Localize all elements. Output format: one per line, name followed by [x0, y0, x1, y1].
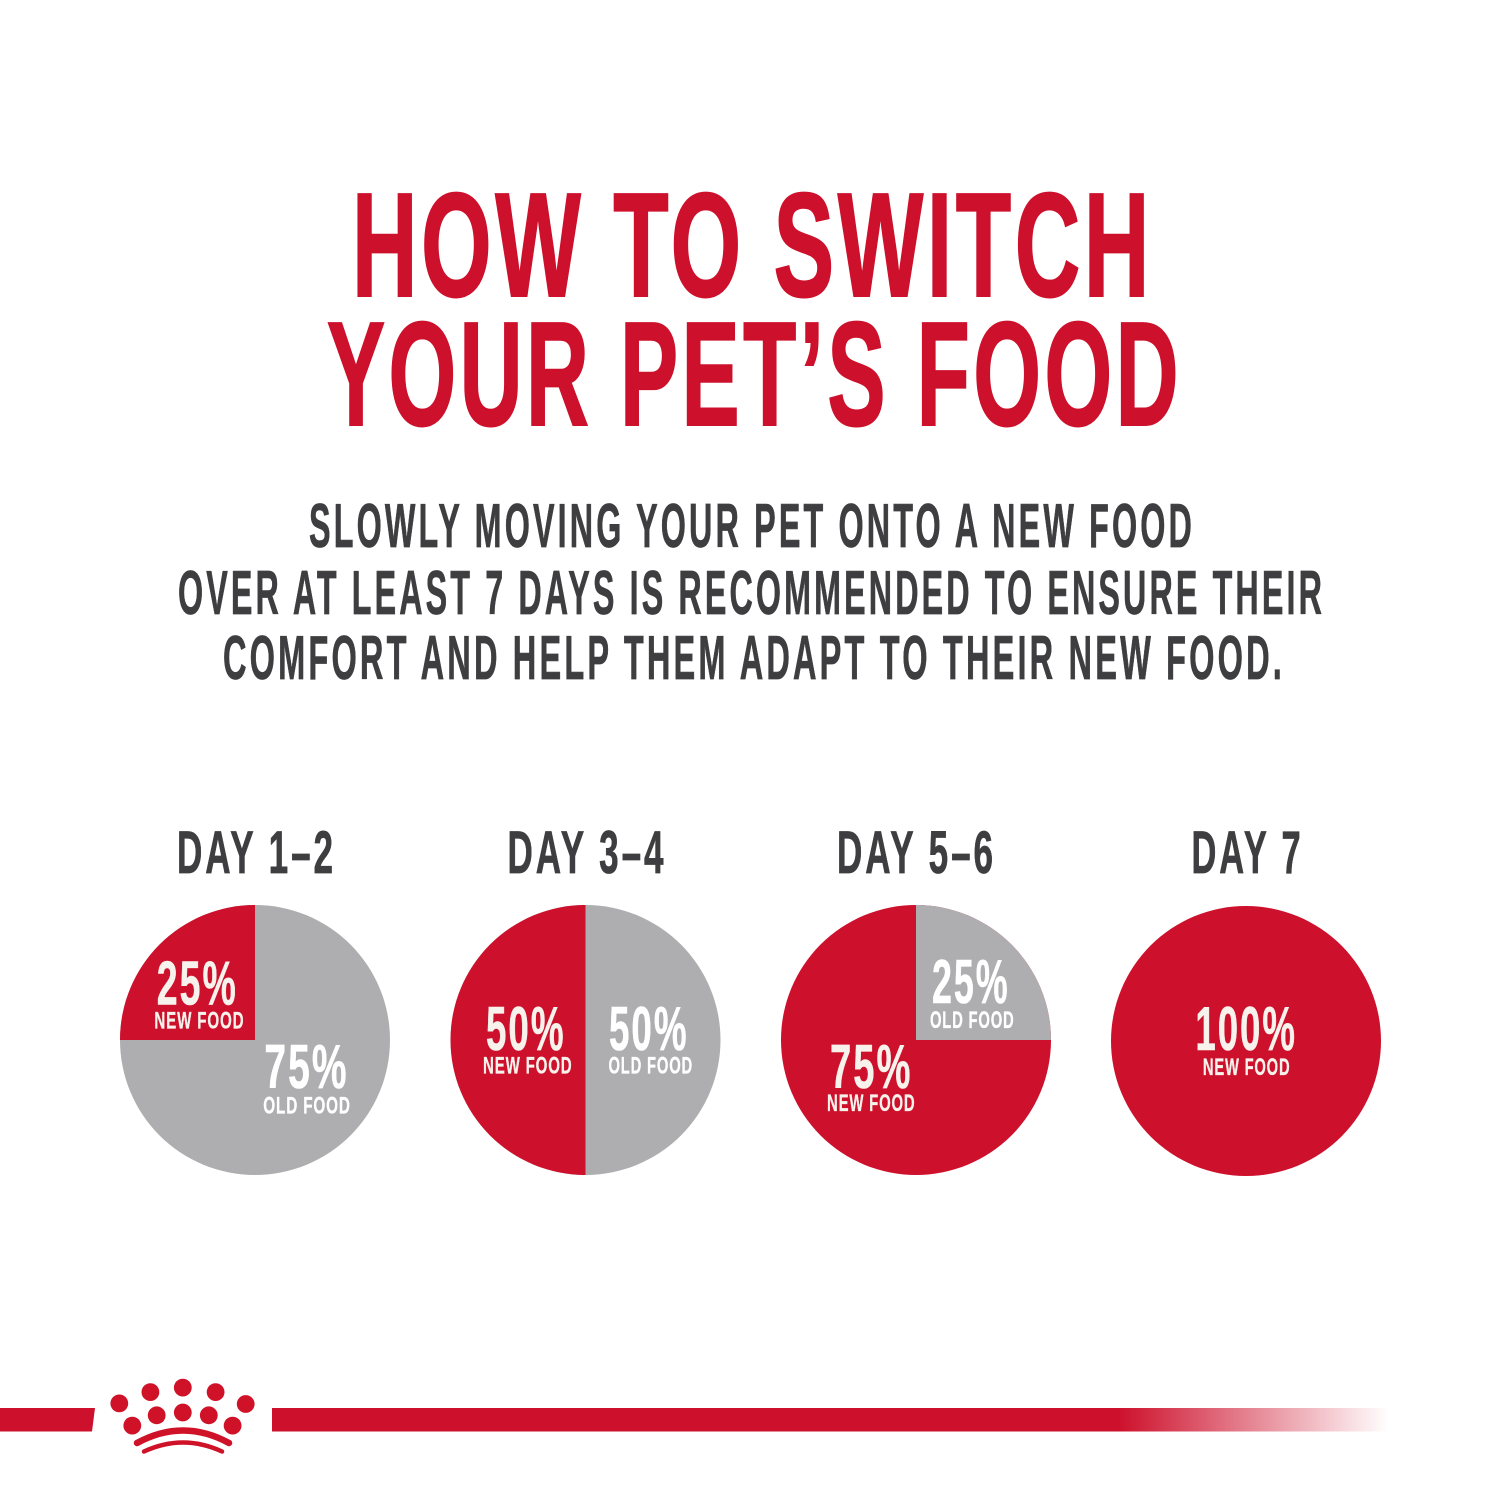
svg-text:NEW FOOD: NEW FOOD: [483, 1053, 573, 1080]
svg-text:YOUR PET’S FOOD: YOUR PET’S FOOD: [327, 292, 1182, 457]
svg-text:100%: 100%: [1195, 995, 1297, 1064]
svg-text:OLD FOOD: OLD FOOD: [609, 1053, 694, 1080]
svg-text:75%: 75%: [830, 1033, 913, 1102]
svg-text:DAY 5–6: DAY 5–6: [837, 819, 996, 886]
svg-text:25%: 25%: [932, 948, 1010, 1017]
svg-text:DAY 1–2: DAY 1–2: [177, 819, 336, 886]
svg-text:DAY 3–4: DAY 3–4: [508, 819, 667, 886]
svg-text:50%: 50%: [609, 995, 689, 1064]
svg-text:50%: 50%: [486, 995, 566, 1064]
svg-text:NEW FOOD: NEW FOOD: [154, 1007, 244, 1034]
svg-text:SLOWLY MOVING YOUR PET ONTO A: SLOWLY MOVING YOUR PET ONTO A NEW FOOD: [309, 492, 1195, 561]
svg-text:OVER AT LEAST 7 DAYS IS RECOMM: OVER AT LEAST 7 DAYS IS RECOMMENDED TO E…: [178, 559, 1325, 628]
svg-text:OLD FOOD: OLD FOOD: [930, 1007, 1015, 1034]
svg-text:HOW TO SWITCH: HOW TO SWITCH: [352, 163, 1153, 328]
svg-text:NEW FOOD: NEW FOOD: [827, 1090, 916, 1117]
svg-text:25%: 25%: [157, 950, 238, 1019]
svg-text:OLD FOOD: OLD FOOD: [263, 1092, 351, 1119]
svg-text:75%: 75%: [264, 1033, 348, 1102]
svg-text:NEW FOOD: NEW FOOD: [1203, 1054, 1291, 1081]
svg-text:COMFORT AND HELP THEM ADAPT TO: COMFORT AND HELP THEM ADAPT TO THEIR NEW…: [223, 624, 1285, 693]
svg-text:DAY 7: DAY 7: [1192, 819, 1304, 886]
